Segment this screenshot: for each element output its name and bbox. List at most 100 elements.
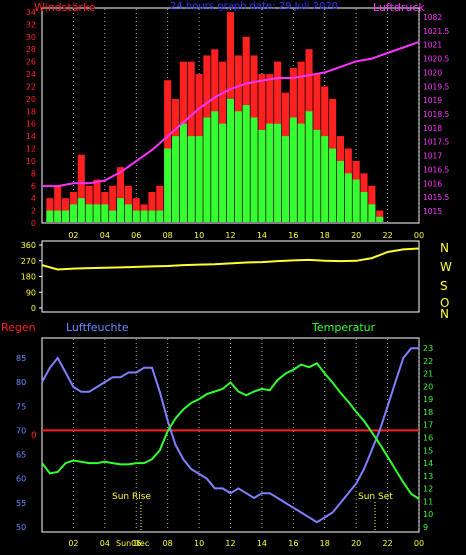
wind-y-tick-label: 34 (26, 8, 36, 17)
wind-y-tick-label: 30 (26, 33, 36, 42)
sunset-label: Sun Set (358, 492, 393, 502)
wind-bar (219, 123, 227, 222)
climate-x-tick-label: 10 (194, 539, 204, 548)
wind-bar (62, 210, 70, 222)
temperature-y-tick-label: 21 (423, 370, 433, 379)
wind-bar (258, 129, 266, 222)
climate-x-tick-label: 02 (68, 539, 78, 548)
wind-x-tick-label: 08 (163, 231, 173, 240)
sun-dec-label: Sun Dec (116, 539, 149, 548)
wind-y-tick-label: 6 (31, 182, 36, 191)
wind-bar (360, 191, 368, 222)
direction-y-tick-label: 360 (21, 241, 36, 250)
wind-bar (132, 210, 140, 222)
humidity-line (41, 347, 419, 524)
wind-x-tick-label: 10 (194, 231, 204, 240)
wind-bar (274, 123, 282, 222)
dir-letter-s: S (440, 279, 448, 293)
wind-y-tick-label: 14 (26, 132, 36, 141)
pressure-line (42, 40, 420, 188)
wind-x-tick-label: 12 (225, 231, 235, 240)
wind-x-tick-label: 00 (414, 231, 424, 240)
gust-bar (148, 191, 156, 222)
temperature-y-tick-label: 18 (423, 408, 433, 417)
humidity-y-tick-label: 50 (16, 523, 26, 532)
dir-letter-n-bottom: N (440, 307, 449, 321)
humidity-y-tick-label: 70 (16, 426, 26, 435)
wind-y-tick-label: 16 (26, 120, 36, 129)
pressure-y-tick-label: 1016.5 (423, 165, 449, 174)
temperature-y-tick-label: 12 (423, 485, 433, 494)
gust-bar (46, 198, 54, 222)
wind-y-tick-label: 8 (31, 169, 36, 178)
direction-y-tick-label: 180 (21, 273, 36, 282)
temperature-y-tick-label: 23 (423, 344, 433, 353)
humidity-y-tick-label: 60 (16, 475, 26, 484)
pressure-y-tick-label: 1015.5 (423, 193, 449, 202)
wind-bar (211, 111, 219, 222)
wind-right-label: Luftdruck (373, 1, 425, 14)
wind-bar (140, 210, 148, 222)
wind-y-tick-label: 28 (26, 45, 36, 54)
wind-bar (171, 136, 180, 222)
wind-bar (266, 123, 274, 222)
pressure-y-tick-label: 1021 (423, 41, 442, 50)
gust-bar (93, 179, 101, 222)
wind-bar (85, 204, 93, 222)
gust-bar (124, 185, 132, 222)
wind-bar (93, 204, 101, 222)
gust-bar (376, 210, 384, 222)
wind-bar (148, 210, 156, 222)
wind-bar (321, 136, 329, 222)
wind-y-tick-label: 24 (26, 70, 36, 79)
pressure-y-tick-label: 1017.5 (423, 138, 449, 147)
wind-bar (281, 136, 290, 222)
wind-bar (242, 105, 250, 222)
wind-bar (54, 210, 62, 222)
wind-x-tick-label: 20 (351, 231, 361, 240)
wind-y-tick-label: 18 (26, 107, 36, 116)
gust-bar (77, 154, 85, 222)
temperature-y-tick-label: 16 (423, 434, 433, 443)
temperature-y-tick-label: 13 (423, 472, 433, 481)
wind-y-tick-label: 26 (26, 58, 36, 67)
climate-x-tick-label: 08 (163, 539, 173, 548)
climate-x-tick-label: 12 (225, 539, 235, 548)
pressure-y-tick-label: 1016 (423, 179, 442, 188)
climate-x-tick-label: 00 (414, 539, 424, 548)
pressure-y-tick-label: 1019 (423, 96, 442, 105)
wind-bar (109, 210, 117, 222)
wind-bar (77, 198, 85, 222)
wind-bar (329, 148, 337, 222)
wind-x-tick-label: 16 (288, 231, 298, 240)
rain-label: Regen (1, 321, 36, 334)
direction-y-tick-label: 0 (31, 304, 36, 313)
wind-y-tick-label: 10 (26, 157, 36, 166)
wind-y-tick-label: 32 (26, 20, 36, 29)
direction-line (41, 247, 420, 271)
wind-bar (156, 210, 164, 222)
wind-y-tick-label: 4 (31, 194, 36, 203)
humidity-y-tick-label: 80 (16, 378, 26, 387)
pressure-y-tick-label: 1018 (423, 124, 442, 133)
sunrise-label: Sun Rise (112, 492, 151, 502)
wind-x-tick-label: 04 (100, 231, 110, 240)
wind-x-tick-label: 18 (320, 231, 330, 240)
wind-bar (101, 204, 109, 222)
temperature-y-tick-label: 14 (423, 459, 433, 468)
wind-y-tick-label: 22 (26, 82, 36, 91)
wind-bar (352, 179, 360, 222)
humidity-y-tick-label: 65 (16, 451, 26, 460)
temperature-y-tick-label: 22 (423, 357, 433, 366)
wind-bar (124, 204, 132, 222)
wind-y-tick-label: 12 (26, 145, 36, 154)
temperature-label: Temperatur (311, 321, 376, 334)
climate-x-tick-label: 04 (100, 539, 110, 548)
climate-x-tick-label: 22 (382, 539, 392, 548)
pressure-y-tick-label: 1020 (423, 68, 442, 77)
humidity-label: Luftfeuchte (66, 321, 129, 334)
wind-bar (376, 216, 384, 222)
pressure-y-tick-label: 1018.5 (423, 110, 449, 119)
temperature-line (41, 362, 420, 500)
gust-bar (62, 198, 70, 222)
